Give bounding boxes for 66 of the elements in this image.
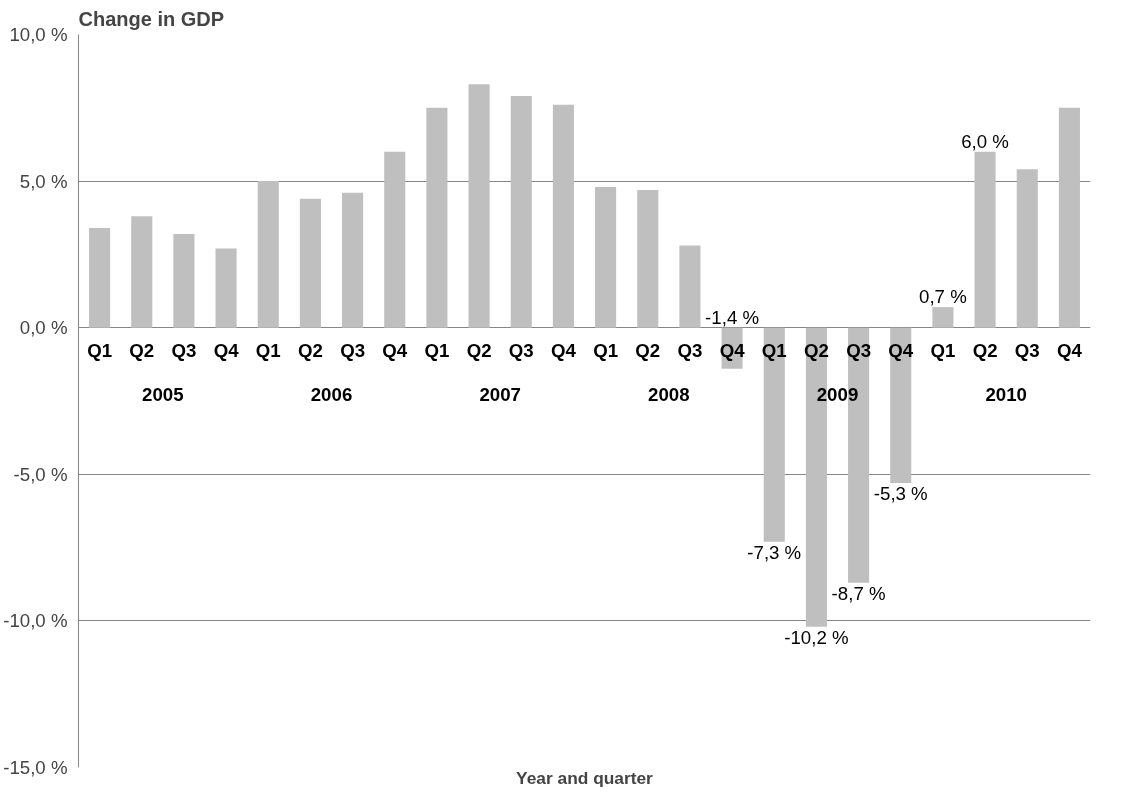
x-tick-label: Q3 [340,339,366,361]
bar [468,84,490,328]
x-tick-label: Q2 [803,339,829,361]
annotation: 2009 [816,383,859,405]
annotation: 2010 [985,383,1027,405]
x-tick-label: Q3 [1014,339,1040,361]
x-tick-label: Q4 [213,339,240,361]
y-tick-label: 5,0 % [19,170,68,192]
bar [932,307,954,328]
x-tick-label: Q1 [424,339,450,361]
bar [342,192,364,328]
x-tick-label: Q4 [550,339,577,361]
bar [257,181,279,328]
x-tick-label: Q1 [761,339,787,361]
x-tick-label: Q4 [719,339,746,361]
bar [679,245,701,328]
annotation: 2007 [479,383,521,405]
y-tick-label: -10,0 % [3,610,68,632]
x-tick-label: Q1 [593,339,619,361]
bar [595,186,617,328]
bar [89,228,111,328]
bar [637,189,659,328]
x-tick-label: Q1 [87,339,113,361]
annotation: 2005 [142,383,184,405]
bar [1058,107,1080,328]
x-tick-label: Q4 [382,339,408,361]
x-tick-label: Q2 [297,339,323,361]
annotation: 2006 [310,383,353,405]
x-tick-label: Q4 [888,339,914,361]
bar [215,248,237,328]
data-label: -8,7 % [831,582,886,604]
bar [890,327,912,484]
x-tick-label: Q2 [129,339,155,361]
x-tick-label: Q1 [255,339,281,361]
y-tick-label: 10,0 % [9,24,68,45]
data-label: -1,4 % [705,306,760,328]
x-tick-label: Q3 [846,339,872,361]
x-tick-label: Q2 [635,339,661,361]
bar [131,216,153,328]
bar [1016,169,1038,328]
x-tick-label: Q2 [972,339,998,361]
bar [426,107,448,328]
bar [510,96,532,328]
y-tick-label: -15,0 % [3,757,68,778]
data-label: -10,2 % [784,626,849,648]
y-tick-label: -5,0 % [13,463,68,485]
bar [552,104,574,328]
x-tick-label: Q2 [466,339,492,361]
x-tick-label: Q4 [1056,339,1083,361]
x-tick-label: Q1 [930,339,956,361]
data-label: -5,3 % [873,483,928,505]
data-label: 6,0 % [961,130,1009,152]
bar [299,198,321,328]
bar [974,151,996,328]
x-tick-label: Q3 [171,339,197,361]
x-tick-label: Q3 [677,339,703,361]
bar [384,151,406,328]
x-tick-label: Q3 [508,339,534,361]
data-label: -7,3 % [747,541,802,563]
bar [173,233,195,328]
annotation: 2008 [648,383,690,405]
data-label: 0,7 % [919,286,967,308]
bar [763,327,785,542]
y-tick-label: 0,0 % [19,317,68,339]
chart-title: Change in GDP [78,7,225,30]
x-axis-title: Year and quarter [516,767,654,788]
